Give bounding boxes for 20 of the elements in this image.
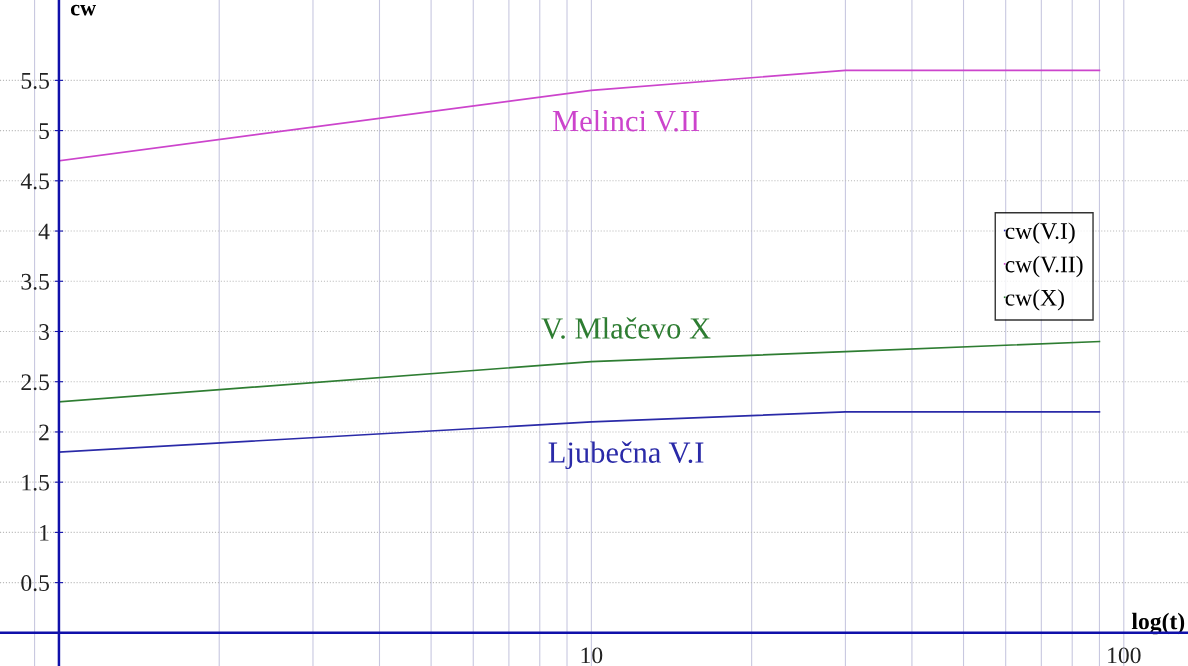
y-tick-label: 3.5 — [21, 273, 49, 290]
y-tick-label: 5.5 — [21, 73, 49, 89]
y-tick-label: 5 — [39, 123, 49, 140]
annotation: Ljubečna V.I — [548, 441, 704, 470]
y-tick-label: 4.5 — [20, 173, 49, 190]
y-axis-title: cw — [70, 4, 96, 16]
annotation: V. Mlačevo X — [541, 317, 711, 339]
y-tick-label: 0.5 — [21, 575, 49, 592]
y-tick-label: 4 — [38, 223, 50, 240]
legend-label: cw(V.II) — [1005, 255, 1083, 278]
y-tick-label: 2 — [39, 424, 49, 441]
y-tick-label: 1.5 — [22, 474, 49, 491]
legend-label: cw(V.I) — [1005, 222, 1075, 244]
y-tick-label: 2.5 — [21, 374, 49, 391]
x-tick-label: 10 — [581, 647, 603, 664]
x-tick-label: 100 — [1108, 647, 1141, 664]
annotation: Melinci V.II — [552, 109, 700, 132]
y-tick-label: 3 — [39, 324, 49, 340]
legend-label: cw(X) — [1005, 289, 1064, 311]
y-tick-label: 1 — [40, 525, 49, 541]
